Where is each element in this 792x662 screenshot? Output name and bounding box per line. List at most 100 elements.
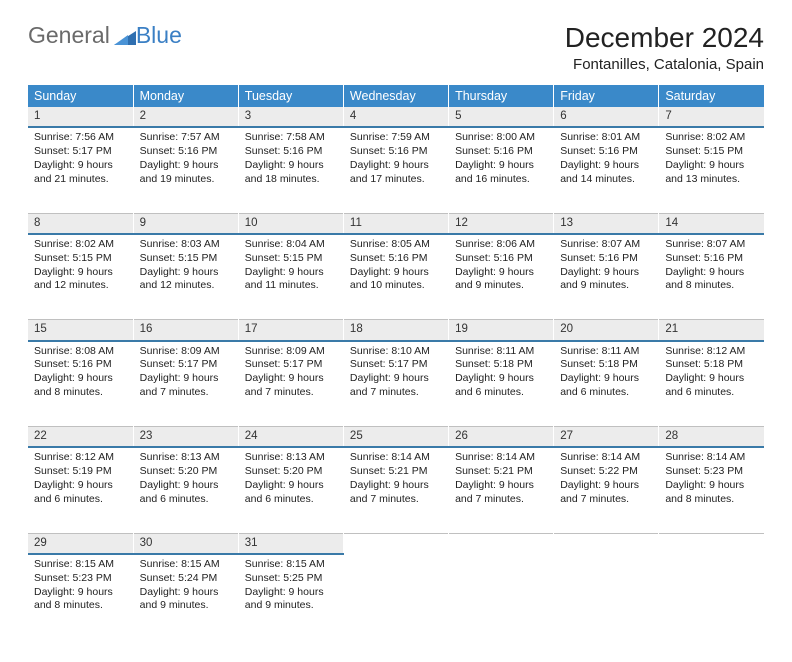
day-details: Sunrise: 8:00 AMSunset: 5:16 PMDaylight:… <box>449 128 553 190</box>
day-details: Sunrise: 8:14 AMSunset: 5:22 PMDaylight:… <box>554 448 658 510</box>
day-number-cell: 26 <box>449 427 554 448</box>
day-details: Sunrise: 7:57 AMSunset: 5:16 PMDaylight:… <box>134 128 238 190</box>
day-number-cell: 8 <box>28 213 133 234</box>
sunrise-line: Sunrise: 7:58 AM <box>245 131 337 145</box>
sunset-line: Sunset: 5:16 PM <box>455 145 547 159</box>
sunset-line: Sunset: 5:20 PM <box>245 465 337 479</box>
daylight-line: Daylight: 9 hours and 19 minutes. <box>140 159 232 187</box>
sunrise-line: Sunrise: 8:11 AM <box>560 345 652 359</box>
daylight-line: Daylight: 9 hours and 8 minutes. <box>34 372 127 400</box>
day-cell: Sunrise: 8:07 AMSunset: 5:16 PMDaylight:… <box>659 234 764 320</box>
day-number-cell: 3 <box>238 107 343 127</box>
daylight-line: Daylight: 9 hours and 9 minutes. <box>455 266 547 294</box>
daylight-line: Daylight: 9 hours and 8 minutes. <box>34 586 127 614</box>
day-cell: Sunrise: 8:06 AMSunset: 5:16 PMDaylight:… <box>449 234 554 320</box>
day-cell: Sunrise: 8:03 AMSunset: 5:15 PMDaylight:… <box>133 234 238 320</box>
sunset-line: Sunset: 5:16 PM <box>140 145 232 159</box>
day-cell: Sunrise: 7:56 AMSunset: 5:17 PMDaylight:… <box>28 127 133 213</box>
day-number-cell: 11 <box>343 213 448 234</box>
daylight-line: Daylight: 9 hours and 7 minutes. <box>245 372 337 400</box>
empty-cell <box>659 554 764 640</box>
sunset-line: Sunset: 5:23 PM <box>34 572 127 586</box>
day-cell: Sunrise: 8:08 AMSunset: 5:16 PMDaylight:… <box>28 341 133 427</box>
day-details: Sunrise: 8:07 AMSunset: 5:16 PMDaylight:… <box>554 235 658 297</box>
sunset-line: Sunset: 5:23 PM <box>665 465 758 479</box>
daylight-line: Daylight: 9 hours and 6 minutes. <box>665 372 758 400</box>
day-cell: Sunrise: 8:14 AMSunset: 5:22 PMDaylight:… <box>554 447 659 533</box>
day-number-row: 293031 <box>28 533 764 554</box>
daylight-line: Daylight: 9 hours and 7 minutes. <box>140 372 232 400</box>
sunset-line: Sunset: 5:17 PM <box>350 358 442 372</box>
day-details: Sunrise: 7:56 AMSunset: 5:17 PMDaylight:… <box>28 128 133 190</box>
sunrise-line: Sunrise: 8:10 AM <box>350 345 442 359</box>
day-number-cell: 14 <box>659 213 764 234</box>
sunrise-line: Sunrise: 8:09 AM <box>245 345 337 359</box>
day-content-row: Sunrise: 7:56 AMSunset: 5:17 PMDaylight:… <box>28 127 764 213</box>
day-content-row: Sunrise: 8:08 AMSunset: 5:16 PMDaylight:… <box>28 341 764 427</box>
brand-logo: General Blue <box>28 22 186 49</box>
day-details: Sunrise: 8:13 AMSunset: 5:20 PMDaylight:… <box>239 448 343 510</box>
sunrise-line: Sunrise: 7:57 AM <box>140 131 232 145</box>
day-details: Sunrise: 8:10 AMSunset: 5:17 PMDaylight:… <box>344 342 448 404</box>
daylight-line: Daylight: 9 hours and 18 minutes. <box>245 159 337 187</box>
sunset-line: Sunset: 5:15 PM <box>34 252 127 266</box>
sunrise-line: Sunrise: 7:59 AM <box>350 131 442 145</box>
day-number-cell: 16 <box>133 320 238 341</box>
calendar-table: SundayMondayTuesdayWednesdayThursdayFrid… <box>28 85 764 640</box>
day-cell: Sunrise: 8:02 AMSunset: 5:15 PMDaylight:… <box>28 234 133 320</box>
day-details: Sunrise: 8:12 AMSunset: 5:18 PMDaylight:… <box>659 342 764 404</box>
daylight-line: Daylight: 9 hours and 12 minutes. <box>140 266 232 294</box>
weekday-header: Monday <box>133 85 238 107</box>
day-cell: Sunrise: 8:12 AMSunset: 5:19 PMDaylight:… <box>28 447 133 533</box>
day-details: Sunrise: 8:15 AMSunset: 5:24 PMDaylight:… <box>134 555 238 617</box>
sunrise-line: Sunrise: 8:09 AM <box>140 345 232 359</box>
sunrise-line: Sunrise: 8:04 AM <box>245 238 337 252</box>
sunset-line: Sunset: 5:16 PM <box>245 145 337 159</box>
day-cell: Sunrise: 7:59 AMSunset: 5:16 PMDaylight:… <box>343 127 448 213</box>
day-cell: Sunrise: 8:15 AMSunset: 5:23 PMDaylight:… <box>28 554 133 640</box>
brand-word-1: General <box>28 22 110 49</box>
day-number-row: 22232425262728 <box>28 427 764 448</box>
daylight-line: Daylight: 9 hours and 6 minutes. <box>140 479 232 507</box>
weekday-header: Thursday <box>449 85 554 107</box>
day-details: Sunrise: 8:11 AMSunset: 5:18 PMDaylight:… <box>554 342 658 404</box>
sunset-line: Sunset: 5:20 PM <box>140 465 232 479</box>
sunrise-line: Sunrise: 8:03 AM <box>140 238 232 252</box>
day-number-cell: 4 <box>343 107 448 127</box>
day-number-cell: 9 <box>133 213 238 234</box>
daylight-line: Daylight: 9 hours and 7 minutes. <box>350 372 442 400</box>
triangle-icon <box>114 24 136 51</box>
sunrise-line: Sunrise: 8:14 AM <box>455 451 547 465</box>
day-number-cell: 19 <box>449 320 554 341</box>
day-number-cell: 7 <box>659 107 764 127</box>
sunrise-line: Sunrise: 8:15 AM <box>34 558 127 572</box>
sunset-line: Sunset: 5:16 PM <box>560 252 652 266</box>
weekday-header: Friday <box>554 85 659 107</box>
day-number-cell: 25 <box>343 427 448 448</box>
day-number-row: 1234567 <box>28 107 764 127</box>
day-cell: Sunrise: 8:15 AMSunset: 5:24 PMDaylight:… <box>133 554 238 640</box>
empty-cell <box>343 533 448 554</box>
daylight-line: Daylight: 9 hours and 6 minutes. <box>34 479 127 507</box>
daylight-line: Daylight: 9 hours and 9 minutes. <box>560 266 652 294</box>
day-number-row: 15161718192021 <box>28 320 764 341</box>
sunset-line: Sunset: 5:18 PM <box>665 358 758 372</box>
sunset-line: Sunset: 5:18 PM <box>455 358 547 372</box>
sunrise-line: Sunrise: 8:02 AM <box>665 131 758 145</box>
day-cell: Sunrise: 8:11 AMSunset: 5:18 PMDaylight:… <box>554 341 659 427</box>
day-details: Sunrise: 8:05 AMSunset: 5:16 PMDaylight:… <box>344 235 448 297</box>
day-number-cell: 28 <box>659 427 764 448</box>
sunset-line: Sunset: 5:15 PM <box>665 145 758 159</box>
day-number-cell: 5 <box>449 107 554 127</box>
day-number-cell: 23 <box>133 427 238 448</box>
day-details: Sunrise: 8:14 AMSunset: 5:21 PMDaylight:… <box>344 448 448 510</box>
day-cell: Sunrise: 8:01 AMSunset: 5:16 PMDaylight:… <box>554 127 659 213</box>
day-details: Sunrise: 7:58 AMSunset: 5:16 PMDaylight:… <box>239 128 343 190</box>
sunrise-line: Sunrise: 7:56 AM <box>34 131 127 145</box>
sunset-line: Sunset: 5:16 PM <box>350 145 442 159</box>
day-cell: Sunrise: 7:58 AMSunset: 5:16 PMDaylight:… <box>238 127 343 213</box>
day-number-row: 891011121314 <box>28 213 764 234</box>
day-cell: Sunrise: 8:00 AMSunset: 5:16 PMDaylight:… <box>449 127 554 213</box>
sunrise-line: Sunrise: 8:14 AM <box>560 451 652 465</box>
sunset-line: Sunset: 5:25 PM <box>245 572 337 586</box>
